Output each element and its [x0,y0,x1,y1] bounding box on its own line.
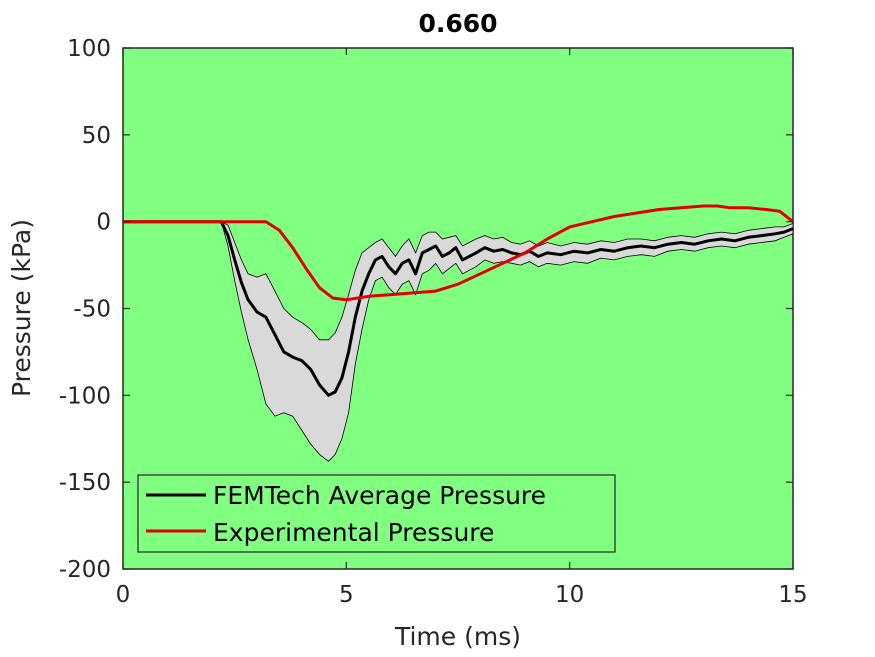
legend-box [137,474,616,553]
y-tick-label: 0 [96,210,111,236]
y-tick-label: -200 [59,557,111,583]
ticks-layer: 0 5 10 15 100 50 0 -50 -100 -150 -200 [59,36,808,608]
series-line-femtech [123,220,794,397]
legend-label-experimental: Experimental Pressure [213,518,494,547]
legend: FEMTech Average Pressure Experimental Pr… [137,474,616,553]
y-tick-label: -150 [59,470,111,496]
y-tick-label: -50 [73,297,111,323]
x-tick-label: 5 [339,582,354,608]
chart-title: 0.660 [418,9,497,38]
y-tick-label: 50 [82,123,111,149]
series-line-experimental [123,204,794,302]
x-tick-label: 10 [555,582,584,608]
x-axis-label: Time (ms) [394,622,521,651]
y-tick-label: -100 [59,383,111,409]
y-tick-label: 100 [67,36,111,62]
line-layer [123,204,794,397]
y-axis-label: Pressure (kPa) [7,219,36,397]
x-tick-label: 15 [778,582,807,608]
x-tick-label: 0 [116,582,131,608]
legend-label-femtech: FEMTech Average Pressure [213,481,546,510]
